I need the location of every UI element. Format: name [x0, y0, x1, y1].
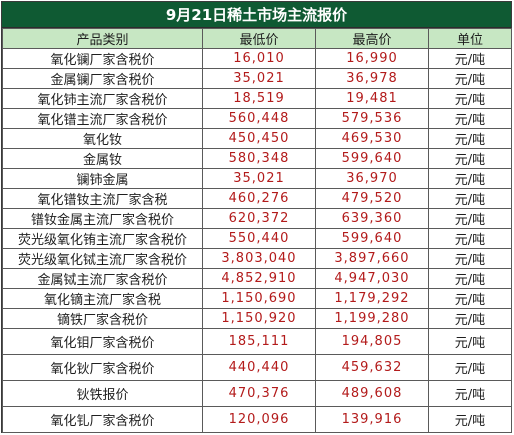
unit-cell: 元/吨 — [428, 128, 512, 149]
highest-price-cell: 139,916 — [315, 406, 429, 433]
lowest-price-cell: 560,448 — [202, 108, 316, 129]
highest-price-cell: 3,897,660 — [315, 248, 429, 269]
header-row: 产品类别 最低价 最高价 单位 — [2, 28, 512, 49]
unit-cell: 元/吨 — [428, 68, 512, 89]
highest-price-cell: 469,530 — [315, 128, 429, 149]
unit-cell: 元/吨 — [428, 308, 512, 329]
lowest-price-cell: 580,348 — [202, 148, 316, 169]
product-name-cell: 钬铁报价 — [2, 380, 203, 407]
product-name-cell: 氧化钬厂家含税价 — [2, 354, 203, 381]
table-row: 荧光级氧化铕主流厂家含税价 550,440 599,640 元/吨 — [2, 228, 512, 249]
table-row: 氧化钆厂家含税价 120,096 139,916 元/吨 — [2, 406, 512, 433]
unit-cell: 元/吨 — [428, 328, 512, 355]
lowest-price-cell: 16,010 — [202, 48, 316, 69]
unit-cell: 元/吨 — [428, 354, 512, 381]
product-name-cell: 氧化镝主流厂家含税 — [2, 288, 203, 309]
unit-cell: 元/吨 — [428, 380, 512, 407]
table-row: 氧化镨主流厂家含税价 560,448 579,536 元/吨 — [2, 108, 512, 129]
table-row: 金属镧厂家含税价 35,021 36,978 元/吨 — [2, 68, 512, 89]
highest-price-cell: 479,520 — [315, 188, 429, 209]
product-name-cell: 氧化镧厂家含税价 — [2, 48, 203, 69]
table-row: 氧化钕 450,450 469,530 元/吨 — [2, 128, 512, 149]
unit-cell: 元/吨 — [428, 228, 512, 249]
product-name-cell: 氧化钼厂家含税价 — [2, 328, 203, 355]
product-name-cell: 金属钕 — [2, 148, 203, 169]
unit-cell: 元/吨 — [428, 48, 512, 69]
lowest-price-cell: 550,440 — [202, 228, 316, 249]
unit-cell: 元/吨 — [428, 406, 512, 433]
highest-price-cell: 36,978 — [315, 68, 429, 89]
header-product-category: 产品类别 — [2, 28, 203, 49]
product-name-cell: 镝铁厂家含税价 — [2, 308, 203, 329]
unit-cell: 元/吨 — [428, 188, 512, 209]
table-row: 荧光级氧化铽主流厂家含税价 3,803,040 3,897,660 元/吨 — [2, 248, 512, 269]
highest-price-cell: 599,640 — [315, 228, 429, 249]
table-row: 氧化镨钕主流厂家含税 460,276 479,520 元/吨 — [2, 188, 512, 209]
product-name-cell: 金属铽主流厂家含税价 — [2, 268, 203, 289]
highest-price-cell: 489,608 — [315, 380, 429, 407]
lowest-price-cell: 470,376 — [202, 380, 316, 407]
lowest-price-cell: 4,852,910 — [202, 268, 316, 289]
lowest-price-cell: 35,021 — [202, 168, 316, 189]
highest-price-cell: 1,199,280 — [315, 308, 429, 329]
table-row: 金属铽主流厂家含税价 4,852,910 4,947,030 元/吨 — [2, 268, 512, 289]
unit-cell: 元/吨 — [428, 148, 512, 169]
product-name-cell: 氧化镨主流厂家含税价 — [2, 108, 203, 129]
table-row: 氧化钬厂家含税价 440,440 459,632 元/吨 — [2, 354, 512, 381]
header-unit: 单位 — [428, 28, 512, 49]
lowest-price-cell: 120,096 — [202, 406, 316, 433]
highest-price-cell: 4,947,030 — [315, 268, 429, 289]
table-row: 氧化镧厂家含税价 16,010 16,990 元/吨 — [2, 48, 512, 69]
unit-cell: 元/吨 — [428, 168, 512, 189]
unit-cell: 元/吨 — [428, 248, 512, 269]
unit-cell: 元/吨 — [428, 268, 512, 289]
highest-price-cell: 36,970 — [315, 168, 429, 189]
product-name-cell: 荧光级氧化铕主流厂家含税价 — [2, 228, 203, 249]
header-highest-price: 最高价 — [315, 28, 429, 49]
highest-price-cell: 639,360 — [315, 208, 429, 229]
product-name-cell: 镧铈金属 — [2, 168, 203, 189]
highest-price-cell: 459,632 — [315, 354, 429, 381]
product-name-cell: 氧化钆厂家含税价 — [2, 406, 203, 433]
table-row: 氧化钼厂家含税价 185,111 194,805 元/吨 — [2, 328, 512, 355]
unit-cell: 元/吨 — [428, 208, 512, 229]
unit-cell: 元/吨 — [428, 288, 512, 309]
price-table: 产品类别 最低价 最高价 单位 氧化镧厂家含税价 16,010 16,990 元/吨金… — [2, 28, 512, 433]
product-name-cell: 氧化铈主流厂家含税价 — [2, 88, 203, 109]
lowest-price-cell: 18,519 — [202, 88, 316, 109]
product-name-cell: 氧化镨钕主流厂家含税 — [2, 188, 203, 209]
lowest-price-cell: 185,111 — [202, 328, 316, 355]
product-name-cell: 金属镧厂家含税价 — [2, 68, 203, 89]
table-row: 氧化镝主流厂家含税 1,150,690 1,179,292 元/吨 — [2, 288, 512, 309]
table-row: 镝铁厂家含税价 1,150,920 1,199,280 元/吨 — [2, 308, 512, 329]
highest-price-cell: 1,179,292 — [315, 288, 429, 309]
product-name-cell: 氧化钕 — [2, 128, 203, 149]
highest-price-cell: 599,640 — [315, 148, 429, 169]
lowest-price-cell: 460,276 — [202, 188, 316, 209]
unit-cell: 元/吨 — [428, 108, 512, 129]
table-title: 9月21日稀土市场主流报价 — [2, 2, 511, 28]
highest-price-cell: 19,481 — [315, 88, 429, 109]
lowest-price-cell: 1,150,690 — [202, 288, 316, 309]
lowest-price-cell: 35,021 — [202, 68, 316, 89]
table-row: 钬铁报价 470,376 489,608 元/吨 — [2, 380, 512, 407]
unit-cell: 元/吨 — [428, 88, 512, 109]
table-row: 镨钕金属主流厂家含税价 620,372 639,360 元/吨 — [2, 208, 512, 229]
highest-price-cell: 194,805 — [315, 328, 429, 355]
lowest-price-cell: 450,450 — [202, 128, 316, 149]
lowest-price-cell: 440,440 — [202, 354, 316, 381]
highest-price-cell: 16,990 — [315, 48, 429, 69]
header-lowest-price: 最低价 — [202, 28, 316, 49]
table-row: 镧铈金属 35,021 36,970 元/吨 — [2, 168, 512, 189]
lowest-price-cell: 3,803,040 — [202, 248, 316, 269]
lowest-price-cell: 1,150,920 — [202, 308, 316, 329]
product-name-cell: 镨钕金属主流厂家含税价 — [2, 208, 203, 229]
highest-price-cell: 579,536 — [315, 108, 429, 129]
lowest-price-cell: 620,372 — [202, 208, 316, 229]
table-row: 金属钕 580,348 599,640 元/吨 — [2, 148, 512, 169]
product-name-cell: 荧光级氧化铽主流厂家含税价 — [2, 248, 203, 269]
table-row: 氧化铈主流厂家含税价 18,519 19,481 元/吨 — [2, 88, 512, 109]
